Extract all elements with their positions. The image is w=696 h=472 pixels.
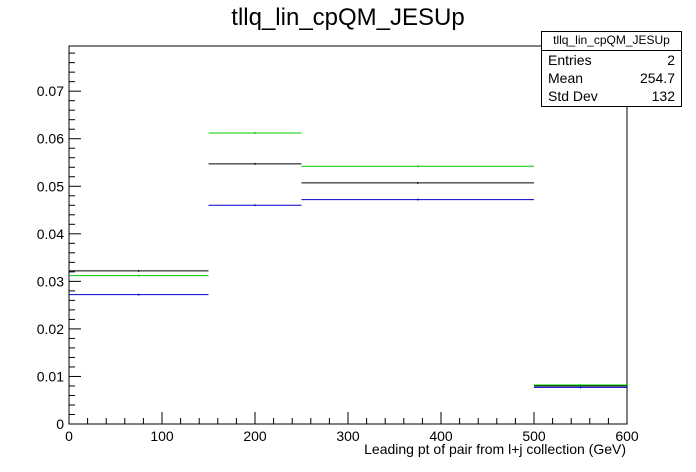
- x-tick-label: 400: [429, 428, 453, 444]
- stats-value: 132: [651, 88, 675, 104]
- stats-box: tllq_lin_cpQM_JESUp Entries 2 Mean 254.7…: [541, 31, 682, 107]
- stats-row-entries: Entries 2: [542, 51, 681, 69]
- y-tick-label: 0.04: [37, 226, 64, 242]
- x-tick-label: 100: [150, 428, 174, 444]
- stats-label: Mean: [548, 70, 584, 86]
- stats-label: Entries: [548, 52, 592, 68]
- x-axis-label: Leading pt of pair from l+j collection (…: [364, 441, 626, 457]
- x-tick-label: 0: [65, 428, 73, 444]
- chart-title: tllq_lin_cpQM_JESUp: [231, 4, 465, 31]
- stats-box-title: tllq_lin_cpQM_JESUp: [542, 32, 681, 51]
- y-tick-label: 0.03: [37, 273, 64, 289]
- x-tick-label: 600: [615, 428, 639, 444]
- stats-row-mean: Mean 254.7: [542, 69, 681, 87]
- y-tick-label: 0.01: [37, 368, 64, 384]
- y-tick-label: 0.07: [37, 83, 64, 99]
- y-tick-label: 0.02: [37, 321, 64, 337]
- x-tick-label: 200: [243, 428, 267, 444]
- y-tick-label: 0.06: [37, 131, 64, 147]
- stats-value: 2: [667, 52, 675, 68]
- stats-row-stddev: Std Dev 132: [542, 87, 681, 105]
- stats-label: Std Dev: [548, 88, 598, 104]
- x-tick-label: 500: [522, 428, 546, 444]
- stats-value: 254.7: [639, 70, 675, 86]
- x-tick-label: 300: [336, 428, 360, 444]
- y-tick-label: 0: [56, 416, 64, 432]
- y-tick-label: 0.05: [37, 178, 64, 194]
